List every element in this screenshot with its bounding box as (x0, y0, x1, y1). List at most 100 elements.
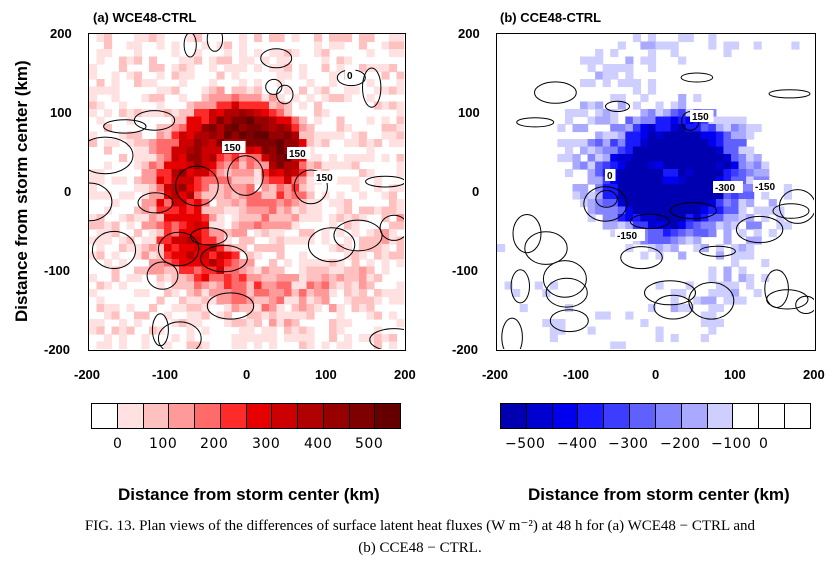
heatmap-cell (276, 311, 285, 320)
heatmap-cell (149, 94, 158, 103)
heatmap-cell (693, 236, 702, 245)
heatmap-cell (156, 176, 165, 185)
panel-b-colorbar-tick: −400 (557, 436, 598, 452)
contour-line (151, 313, 169, 347)
heatmap-cell (374, 289, 383, 298)
heatmap-cell (306, 124, 315, 133)
heatmap-cell (209, 109, 218, 118)
heatmap-cell (625, 184, 634, 193)
heatmap-cell (632, 124, 642, 133)
heatmap-cell (96, 101, 105, 110)
colorbar-swatch (220, 404, 247, 428)
heatmap-cell (587, 64, 596, 73)
heatmap-cell (231, 251, 240, 260)
heatmap-cell (231, 109, 240, 118)
heatmap-cell (216, 259, 225, 268)
colorbar-swatch (195, 404, 221, 428)
heatmap-cell (746, 244, 755, 253)
heatmap-cell (231, 161, 240, 170)
heatmap-cell (269, 109, 278, 118)
heatmap-cell (104, 221, 113, 230)
contour-line (735, 215, 784, 244)
heatmap-cell (104, 49, 113, 58)
panel-a-xtick: 100 (315, 367, 337, 382)
heatmap-cell (647, 169, 657, 178)
heatmap-cell (761, 191, 770, 200)
heatmap-cell (276, 64, 285, 73)
heatmap-cell (156, 296, 165, 305)
heatmap-cell (209, 184, 218, 193)
heatmap-cell (261, 176, 270, 185)
heatmap-cell (572, 161, 581, 170)
heatmap-cell (299, 184, 308, 193)
heatmap-cell (269, 139, 278, 148)
heatmap-cell (284, 214, 293, 223)
colorbar-swatch (375, 404, 400, 428)
heatmap-cell (126, 304, 135, 313)
heatmap-cell (239, 49, 248, 58)
heatmap-cell (670, 124, 679, 133)
contour-label-bg (287, 147, 311, 159)
heatmap-cell (246, 266, 255, 275)
heatmap-cell (231, 154, 240, 163)
contour-line (91, 230, 137, 270)
heatmap-cell (374, 334, 383, 343)
heatmap-cell (693, 244, 702, 253)
heatmap-cell (269, 334, 278, 343)
heatmap-cell (254, 289, 263, 298)
heatmap-cell (381, 41, 390, 50)
heatmap-cell (572, 124, 581, 133)
contour-label-bg (690, 110, 714, 122)
heatmap-cell (141, 289, 150, 298)
heatmap-cell (276, 56, 285, 65)
heatmap-cell (194, 109, 203, 118)
heatmap-cell (156, 266, 165, 275)
panel-a-xtick: -100 (152, 367, 179, 382)
heatmap-cell (201, 199, 210, 208)
contour-line (103, 119, 147, 134)
heatmap-cell (89, 94, 98, 103)
heatmap-cell (336, 191, 345, 200)
heatmap-cell (389, 199, 398, 208)
heatmap-cell (351, 259, 360, 268)
heatmap-cell (738, 131, 747, 140)
heatmap-cell (617, 191, 626, 200)
heatmap-cell (580, 109, 589, 118)
heatmap-cell (708, 161, 717, 170)
heatmap-cell (746, 184, 755, 193)
heatmap-cell (141, 251, 150, 260)
heatmap-cell (299, 266, 308, 275)
heatmap-cell (344, 319, 353, 328)
heatmap-cell (239, 176, 248, 185)
heatmap-cell (610, 221, 619, 230)
heatmap-cell (156, 71, 165, 80)
heatmap-cell (104, 191, 113, 200)
heatmap-cell (753, 154, 762, 163)
heatmap-cell (625, 146, 634, 155)
heatmap-cell (284, 56, 293, 65)
colorbar-swatch (578, 404, 605, 428)
heatmap-cell (149, 161, 158, 170)
heatmap-cell (655, 161, 664, 170)
heatmap-cell (329, 41, 338, 50)
heatmap-cell (284, 101, 293, 110)
heatmap-cell (216, 131, 225, 140)
heatmap-cell (186, 214, 195, 223)
heatmap-cell (186, 206, 195, 215)
heatmap-cell (134, 311, 143, 320)
heatmap-cell (134, 41, 143, 50)
heatmap-cell (186, 236, 195, 245)
heatmap-cell (761, 206, 770, 215)
contour-line (333, 219, 383, 252)
heatmap-cell (291, 319, 300, 328)
heatmap-cell (299, 86, 308, 95)
heatmap-cell (171, 244, 180, 253)
heatmap-cell (655, 251, 664, 260)
heatmap-cell (261, 161, 270, 170)
colorbar-swatch (501, 404, 527, 428)
heatmap-cell (381, 154, 390, 163)
heatmap-cell (336, 274, 345, 283)
heatmap-cell (284, 259, 293, 268)
contour-line (89, 182, 113, 222)
heatmap-cell (381, 244, 390, 253)
